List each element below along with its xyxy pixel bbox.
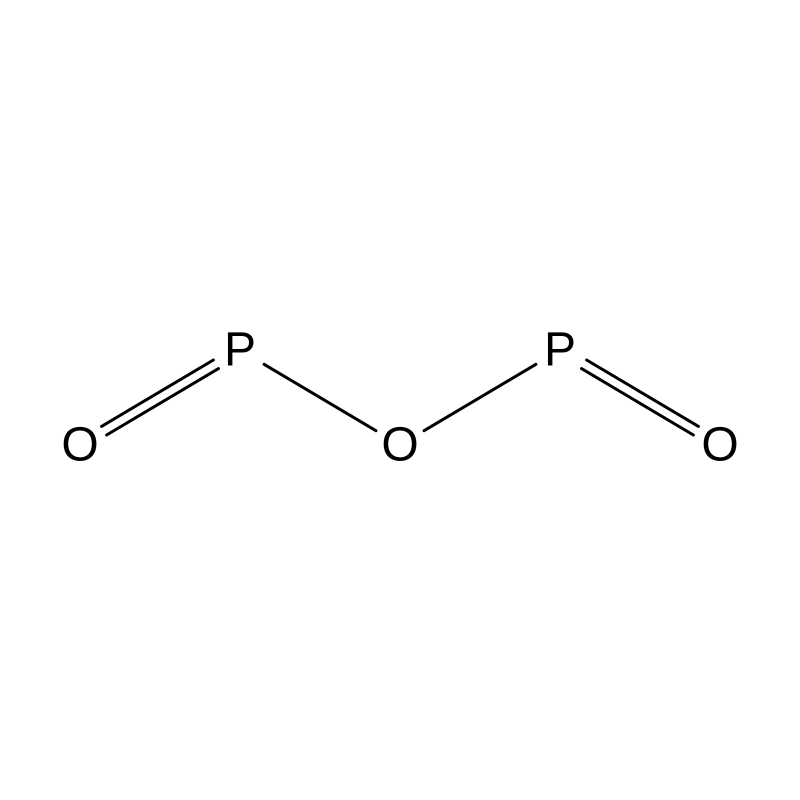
bond	[587, 360, 699, 426]
atom-label-p: P	[544, 324, 576, 377]
bond	[424, 364, 536, 430]
atom-label-o: O	[381, 419, 418, 472]
bond	[582, 369, 694, 435]
atom-label-o: O	[61, 419, 98, 472]
bond	[264, 364, 376, 430]
bond	[107, 369, 219, 435]
bond	[102, 360, 214, 426]
atom-label-p: P	[224, 324, 256, 377]
molecule-diagram: O P O P O	[0, 0, 800, 800]
atom-label-o: O	[701, 419, 738, 472]
